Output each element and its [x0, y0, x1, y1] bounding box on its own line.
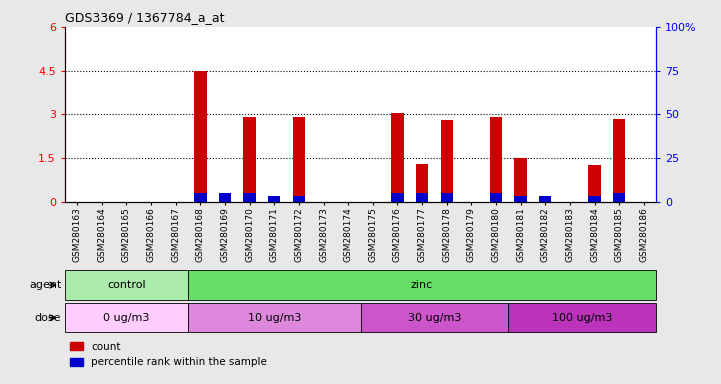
Bar [65, 270, 188, 300]
Bar [613, 193, 625, 202]
Text: 10 ug/m3: 10 ug/m3 [247, 313, 301, 323]
Bar [244, 117, 256, 202]
Text: 0 ug/m3: 0 ug/m3 [103, 313, 150, 323]
Text: 30 ug/m3: 30 ug/m3 [407, 313, 461, 323]
Bar [588, 165, 601, 202]
Bar [194, 193, 206, 202]
Bar [416, 164, 428, 202]
Text: zinc: zinc [411, 280, 433, 290]
Bar [441, 193, 453, 202]
Bar [188, 303, 360, 333]
Bar [490, 193, 502, 202]
Bar [219, 193, 231, 202]
Bar [539, 196, 552, 202]
Bar [490, 117, 502, 202]
Bar [441, 120, 453, 202]
Legend: count, percentile rank within the sample: count, percentile rank within the sample [70, 342, 267, 367]
Bar [188, 270, 656, 300]
Text: 100 ug/m3: 100 ug/m3 [552, 313, 612, 323]
Bar [392, 113, 404, 202]
Bar [508, 303, 656, 333]
Bar [588, 196, 601, 202]
Bar [515, 196, 527, 202]
Bar [65, 303, 188, 333]
Bar [360, 303, 508, 333]
Bar [194, 71, 206, 202]
Bar [392, 193, 404, 202]
Bar [244, 193, 256, 202]
Bar [416, 193, 428, 202]
Text: GDS3369 / 1367784_a_at: GDS3369 / 1367784_a_at [65, 12, 224, 25]
Bar [293, 117, 305, 202]
Text: dose: dose [35, 313, 61, 323]
Bar [268, 196, 280, 202]
Bar [515, 158, 527, 202]
Bar [219, 195, 231, 202]
Text: control: control [107, 280, 146, 290]
Bar [293, 196, 305, 202]
Bar [613, 119, 625, 202]
Text: agent: agent [29, 280, 61, 290]
